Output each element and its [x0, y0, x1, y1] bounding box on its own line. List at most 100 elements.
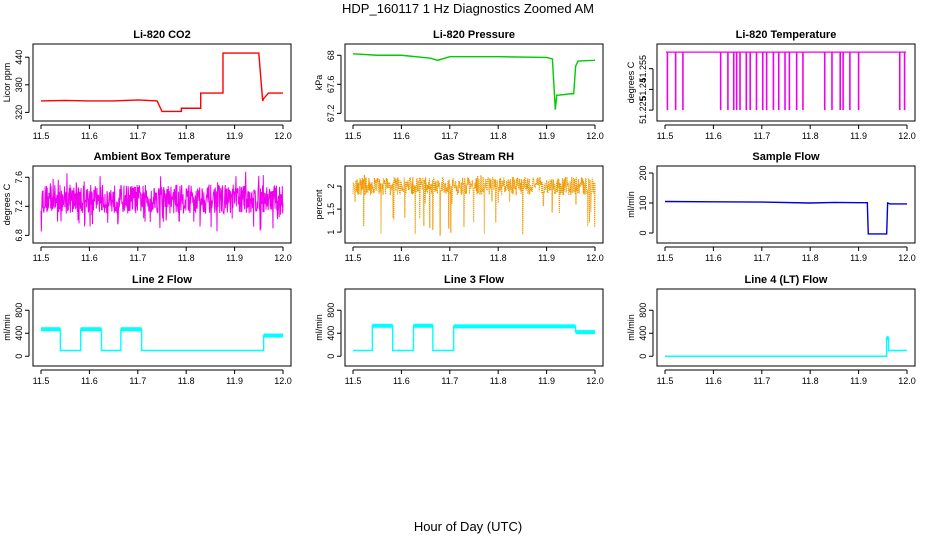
- plot-frame: [344, 43, 604, 122]
- x-tick-label: 11.5: [345, 253, 362, 263]
- plot-area: [665, 335, 907, 357]
- plot-area: [352, 53, 596, 110]
- x-tick-label: 11.5: [345, 131, 362, 141]
- y-tick-label: 7.6: [14, 171, 24, 184]
- x-tick-label: 11.7: [753, 253, 770, 263]
- plot-frame: [656, 43, 916, 122]
- y-tick-label: 200: [638, 165, 648, 180]
- x-tick-label: 11.9: [850, 253, 867, 263]
- figure-xlabel: Hour of Day (UTC): [414, 519, 522, 534]
- x-tick-label: 11.9: [850, 376, 867, 386]
- x-tick-label: 11.8: [490, 253, 507, 263]
- series-line: [665, 337, 907, 357]
- panel-9: Line 4 (LT) Flow 11.5 11.6 11.7 11.8 11.9 12.0…: [626, 274, 916, 386]
- plot-frame: [344, 165, 604, 244]
- y-tick-label: 400: [638, 326, 648, 341]
- plot-area: [665, 51, 907, 111]
- series-line: [40, 52, 283, 113]
- x-tick-label: 12.0: [586, 253, 604, 263]
- y-tick-label: 100: [638, 195, 648, 210]
- panel-title: Li-820 Pressure: [433, 29, 515, 41]
- y-axis-label: percent: [314, 189, 324, 220]
- plot-area: [40, 171, 284, 232]
- x-tick-label: 11.8: [802, 131, 819, 141]
- x-tick-label: 11.8: [178, 253, 195, 263]
- y-axis-label: ml/min: [314, 314, 324, 341]
- x-tick-label: 11.7: [441, 253, 458, 263]
- x-tick-label: 11.5: [345, 376, 362, 386]
- y-tick-label: 67.6: [326, 76, 336, 94]
- x-tick-label: 11.9: [538, 376, 555, 386]
- series-band: [372, 323, 393, 328]
- x-tick-label: 11.9: [226, 253, 243, 263]
- x-tick-label: 11.8: [802, 253, 819, 263]
- y-tick-label: 68: [326, 50, 336, 60]
- y-tick-label: 400: [14, 326, 24, 341]
- plot-frame: [32, 43, 292, 122]
- x-tick-label: 12.0: [586, 376, 604, 386]
- plot-area: [664, 200, 907, 235]
- panel-title: Li-820 CO2: [133, 29, 190, 41]
- series-band: [80, 327, 102, 332]
- panel-4: Ambient Box Temperature 11.5 11.6 11.7 11.8 1…: [2, 151, 292, 263]
- series-noise: [352, 174, 596, 236]
- series-band: [263, 333, 283, 338]
- panel-title: Line 4 (LT) Flow: [745, 274, 828, 286]
- y-axis-label: ml/min: [626, 314, 636, 341]
- x-tick-label: 12.0: [274, 131, 292, 141]
- x-tick-label: 11.8: [490, 376, 507, 386]
- x-tick-label: 11.7: [441, 376, 458, 386]
- x-tick-label: 11.9: [226, 376, 243, 386]
- x-tick-label: 11.7: [129, 376, 146, 386]
- y-tick-label: 51.255: [638, 55, 648, 83]
- y-axis-label: degrees C: [2, 183, 12, 225]
- x-tick-label: 11.7: [753, 131, 770, 141]
- x-tick-label: 11.5: [33, 131, 50, 141]
- y-tick-label: 51.24: [638, 78, 648, 101]
- plot-frame: [32, 165, 292, 244]
- y-tick-label: 0: [14, 354, 24, 359]
- series-band: [41, 327, 61, 332]
- plot-frame: [344, 288, 604, 367]
- x-tick-label: 11.7: [129, 253, 146, 263]
- x-tick-label: 11.9: [538, 253, 555, 263]
- y-axis-label: ml/min: [626, 191, 636, 218]
- series-band: [413, 323, 433, 328]
- x-tick-label: 11.6: [705, 131, 722, 141]
- x-tick-label: 11.9: [226, 131, 243, 141]
- series-line: [41, 328, 283, 352]
- y-tick-label: 6.8: [14, 229, 24, 242]
- panel-7: Line 2 Flow 11.5 11.6 11.7 11.8 11.9 12.0 0 400 8…: [2, 274, 292, 386]
- x-tick-label: 11.5: [657, 131, 674, 141]
- plot-area: [353, 323, 595, 352]
- x-tick-label: 12.0: [898, 253, 916, 263]
- x-tick-label: 12.0: [586, 131, 604, 141]
- x-tick-label: 11.5: [33, 376, 50, 386]
- x-tick-label: 11.8: [178, 131, 195, 141]
- series-band: [886, 335, 889, 340]
- y-tick-label: 800: [14, 303, 24, 318]
- series-noise: [40, 171, 284, 232]
- y-axis-label: degrees C: [626, 61, 636, 103]
- plot-frame: [656, 288, 916, 367]
- series-band: [453, 324, 576, 329]
- plot-frame: [32, 288, 292, 367]
- x-tick-label: 11.7: [129, 131, 146, 141]
- panel-title: Ambient Box Temperature: [94, 151, 231, 163]
- x-tick-label: 11.6: [393, 376, 410, 386]
- x-tick-label: 12.0: [274, 253, 292, 263]
- plot-area: [40, 52, 283, 113]
- x-tick-label: 12.0: [274, 376, 292, 386]
- x-tick-label: 11.6: [81, 376, 98, 386]
- y-tick-label: 400: [326, 326, 336, 341]
- x-tick-label: 12.0: [898, 131, 916, 141]
- panel-title: Line 3 Flow: [444, 274, 504, 286]
- x-tick-label: 11.6: [393, 253, 410, 263]
- y-tick-label: 0: [638, 354, 648, 359]
- x-tick-label: 11.6: [81, 131, 98, 141]
- x-tick-label: 11.6: [81, 253, 98, 263]
- series-band: [575, 330, 595, 335]
- x-tick-label: 11.7: [441, 131, 458, 141]
- x-tick-label: 11.5: [33, 253, 50, 263]
